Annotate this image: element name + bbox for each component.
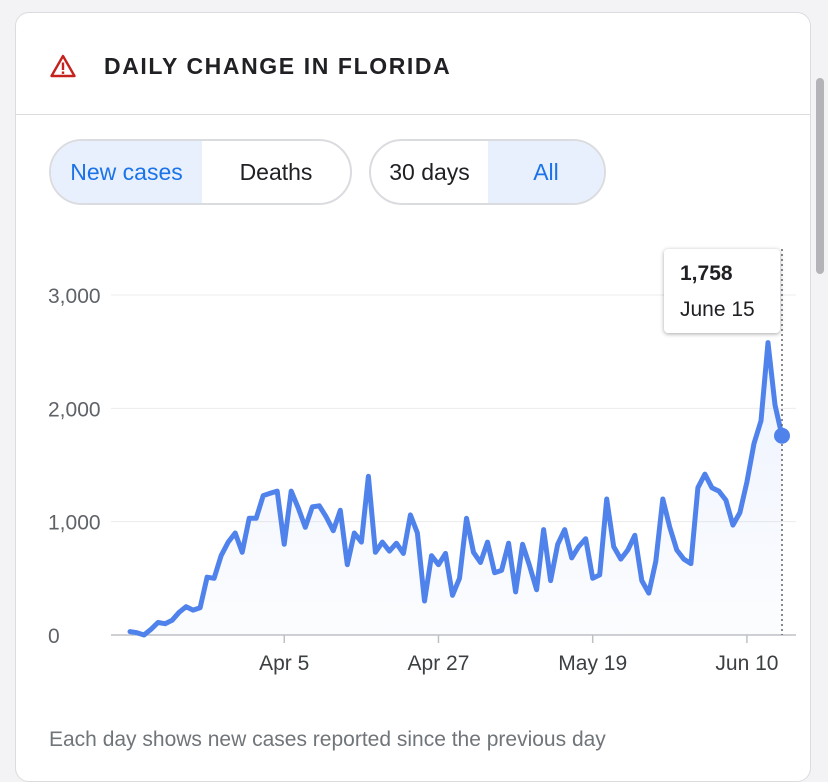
y-tick-label: 2,000 [48, 398, 101, 421]
cases-area [130, 342, 782, 635]
warning-icon [50, 54, 76, 78]
chart-footnote: Each day shows new cases reported since … [49, 728, 606, 751]
x-tick-label: May 19 [558, 652, 627, 675]
new-cases-button[interactable]: New cases [51, 141, 202, 203]
scrollbar[interactable] [816, 78, 824, 274]
all-button[interactable]: All [488, 141, 604, 203]
range-toggle: 30 days All [369, 139, 606, 205]
deaths-button[interactable]: Deaths [239, 158, 313, 185]
y-tick-label: 0 [48, 625, 60, 648]
30-days-button[interactable]: 30 days [389, 158, 470, 185]
daily-change-card: DAILY CHANGE IN FLORIDA New cases Deaths… [15, 12, 811, 782]
tooltip-date: June 15 [680, 298, 755, 321]
card-title: DAILY CHANGE IN FLORIDA [104, 53, 452, 79]
x-tick-label: Jun 10 [715, 652, 778, 675]
x-tick-label: Apr 27 [408, 652, 470, 675]
cases-chart[interactable]: 0 1,000 2,000 3,000 Apr 5 Apr 27 May 19 Jun 10 [16, 13, 811, 703]
chart-tooltip: 1,758 June 15 [664, 249, 780, 333]
x-tick-label: Apr 5 [259, 652, 309, 675]
tooltip-value: 1,758 [680, 262, 733, 285]
cases-line [127, 340, 785, 638]
y-tick-label: 1,000 [48, 512, 101, 535]
metric-toggle: New cases Deaths [49, 139, 352, 205]
y-tick-label: 3,000 [48, 285, 101, 308]
highlight-point[interactable] [774, 427, 790, 444]
card-header: DAILY CHANGE IN FLORIDA [16, 13, 810, 115]
